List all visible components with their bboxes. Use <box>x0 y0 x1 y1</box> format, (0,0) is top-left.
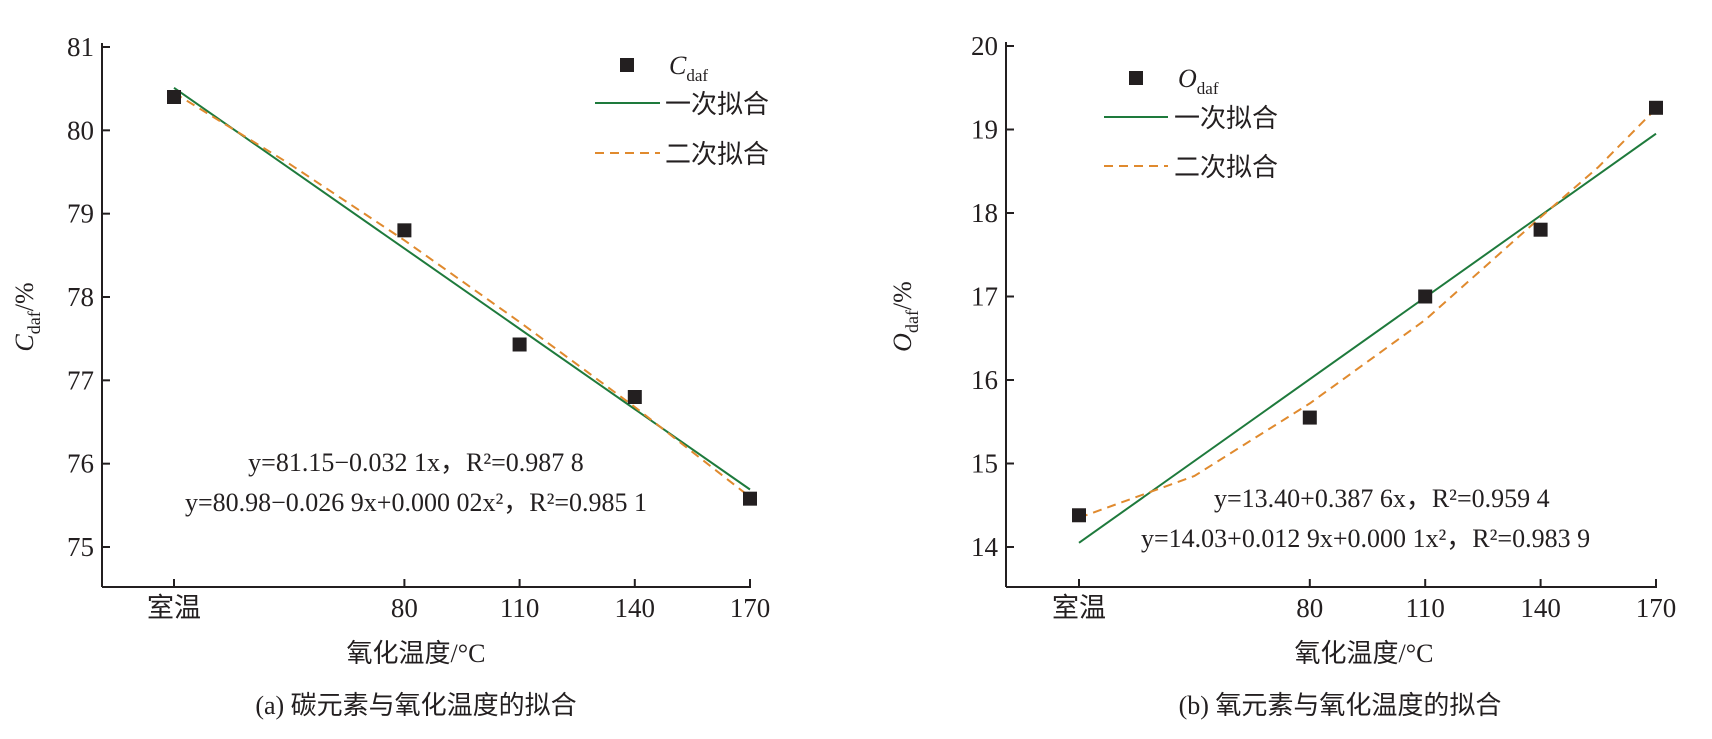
quadratic-fit-line <box>173 91 751 498</box>
y-tick-label: 15 <box>971 449 998 479</box>
fit-equation: y=80.98−0.026 9x+0.000 02x²，R²=0.985 1 <box>185 488 647 517</box>
legend-label-quadratic: 二次拟合 <box>1174 153 1278 182</box>
y-axis-title: Odaf/% <box>888 281 922 352</box>
fit-equation: y=14.03+0.012 9x+0.000 1x²，R²=0.983 9 <box>1141 524 1590 553</box>
x-tick-label: 170 <box>1636 593 1677 623</box>
x-tick-label: 80 <box>1296 593 1323 623</box>
fit-equation: y=81.15−0.032 1x，R²=0.987 8 <box>248 448 584 477</box>
chart-panel-b: 14 15 16 17 18 19 20 室温 80 110 140 170 氧化温度/°C Odaf/%… <box>888 31 1676 720</box>
y-tick-label: 14 <box>971 532 999 562</box>
legend-label-quadratic: 二次拟合 <box>665 140 769 169</box>
data-point <box>1649 100 1663 115</box>
legend-label-points: Odaf <box>1178 64 1219 98</box>
figure-caption: (a) 碳元素与氧化温度的拟合 <box>255 691 576 720</box>
legend-label-linear: 一次拟合 <box>1174 104 1278 133</box>
y-tick-label: 81 <box>67 32 94 62</box>
data-point <box>743 491 757 506</box>
y-tick-label: 75 <box>67 532 94 562</box>
x-tick-label: 140 <box>1520 593 1561 623</box>
x-axis-title: 氧化温度/°C <box>347 639 486 668</box>
legend-label-linear: 一次拟合 <box>665 90 769 119</box>
y-tick-label: 80 <box>67 115 94 145</box>
legend-marker-points <box>1129 71 1143 85</box>
x-tick-label: 110 <box>1405 593 1445 623</box>
y-axis-title: Cdaf/% <box>10 282 44 351</box>
x-tick-label: 室温 <box>147 593 201 623</box>
x-tick-label: 室温 <box>1052 593 1106 623</box>
x-tick-label: 110 <box>500 593 540 623</box>
linear-fit-line <box>1078 132 1657 544</box>
quadratic-fit-line <box>1078 107 1657 519</box>
data-point <box>167 90 181 104</box>
legend-label-points: Cdaf <box>669 51 708 85</box>
y-tick-label: 20 <box>971 31 998 61</box>
x-tick-label: 80 <box>391 593 418 623</box>
y-tick-label: 76 <box>67 449 94 479</box>
data-point <box>512 337 527 352</box>
fit-equation: y=13.40+0.387 6x，R²=0.959 4 <box>1214 484 1550 513</box>
data-point <box>1533 222 1548 237</box>
data-point <box>1072 508 1086 523</box>
linear-fit-line <box>173 86 751 491</box>
data-point <box>397 223 412 238</box>
y-tick-label: 16 <box>971 365 998 395</box>
y-tick-label: 78 <box>67 282 94 312</box>
data-point <box>1418 289 1433 304</box>
chart-panel-a: 75 76 77 78 79 80 81 室温 80 110 140 170 氧化温度/°C Cdaf/%… <box>10 32 770 720</box>
x-tick-label: 140 <box>615 593 656 623</box>
y-tick-label: 77 <box>67 365 94 395</box>
legend-marker-points <box>620 58 634 72</box>
data-point <box>1302 410 1317 425</box>
x-axis-title: 氧化温度/°C <box>1295 639 1434 668</box>
y-tick-label: 18 <box>971 198 998 228</box>
y-tick-label: 79 <box>67 199 94 229</box>
y-tick-label: 19 <box>971 115 998 145</box>
y-tick-label: 17 <box>971 282 998 312</box>
data-point <box>627 390 642 404</box>
figure-caption: (b) 氧元素与氧化温度的拟合 <box>1179 691 1502 720</box>
x-tick-label: 170 <box>730 593 771 623</box>
